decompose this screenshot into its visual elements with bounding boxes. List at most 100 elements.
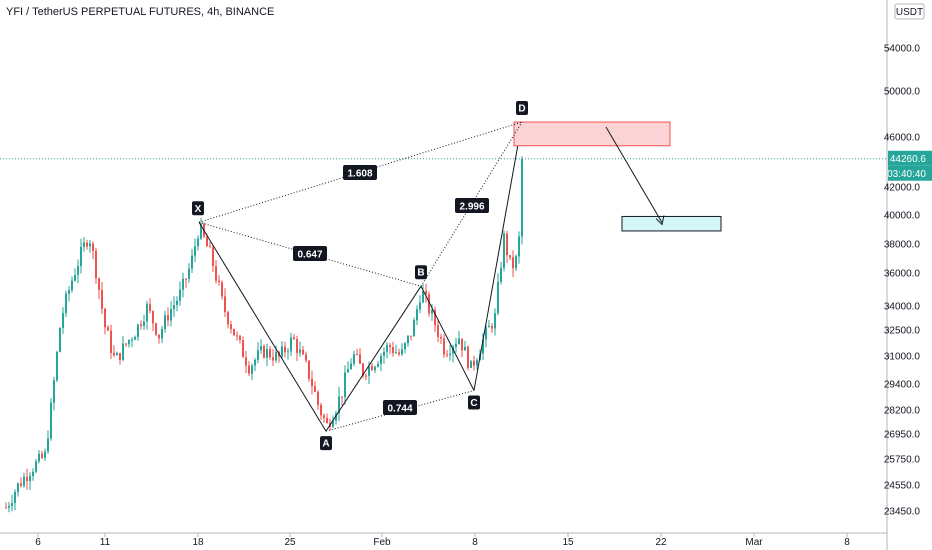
candle xyxy=(92,241,94,260)
candle xyxy=(434,306,436,333)
candle xyxy=(107,325,109,331)
svg-text:A: A xyxy=(322,439,329,450)
y-tick-label: 50000.0 xyxy=(884,87,921,98)
candle xyxy=(260,339,262,354)
candle xyxy=(308,360,310,382)
point-label-a: A xyxy=(320,436,332,451)
projection-arrow xyxy=(605,126,663,223)
candle xyxy=(287,347,289,360)
candle xyxy=(173,296,175,318)
candle xyxy=(71,276,73,293)
candle xyxy=(251,363,253,381)
y-tick-label: 26950.0 xyxy=(884,430,921,441)
candle xyxy=(299,341,301,357)
candle xyxy=(365,373,367,381)
ratio-label: 2.996 xyxy=(455,198,489,213)
y-tick-label: 29400.0 xyxy=(884,380,921,391)
candle xyxy=(191,248,193,274)
point-label-c: C xyxy=(468,395,480,410)
candle xyxy=(476,357,478,370)
candle xyxy=(68,286,70,302)
currency-selector[interactable]: USDT xyxy=(894,3,925,20)
candle xyxy=(41,450,43,460)
candle xyxy=(512,250,514,278)
pattern-leg-CD xyxy=(473,121,523,391)
candle xyxy=(371,362,373,371)
candle xyxy=(455,337,457,353)
candle xyxy=(242,336,244,358)
candle xyxy=(119,352,121,365)
y-tick-label: 40000.0 xyxy=(884,211,921,222)
candle xyxy=(158,334,160,344)
candle xyxy=(293,334,295,340)
candle xyxy=(65,290,67,318)
y-tick-label: 46000.0 xyxy=(884,133,921,144)
candle xyxy=(266,343,268,367)
candle xyxy=(323,413,325,423)
last-price-tag: 44260.6 xyxy=(888,150,932,166)
candle xyxy=(446,349,448,358)
candle xyxy=(521,156,523,245)
candle xyxy=(401,343,403,357)
candle xyxy=(5,502,7,509)
svg-text:B: B xyxy=(417,268,424,279)
point-label-d: D xyxy=(516,101,528,116)
candle xyxy=(167,307,169,327)
pattern-leg-BC xyxy=(420,285,475,391)
candle xyxy=(113,345,115,358)
ratio-label: 1.608 xyxy=(343,165,377,180)
candle xyxy=(236,331,238,341)
candle xyxy=(254,357,256,371)
candle xyxy=(80,238,82,274)
candle xyxy=(359,348,361,364)
take-profit-zone[interactable] xyxy=(621,215,722,232)
candle xyxy=(56,350,58,383)
candle xyxy=(74,268,76,282)
candle xyxy=(248,360,250,377)
candle xyxy=(83,236,85,252)
svg-text:44260.6: 44260.6 xyxy=(890,154,927,165)
svg-text:C: C xyxy=(470,398,477,409)
candle xyxy=(383,347,385,364)
ratio-label: 0.744 xyxy=(383,400,417,415)
candle xyxy=(380,353,382,372)
candle xyxy=(185,277,187,289)
candle xyxy=(149,298,151,314)
candle xyxy=(485,324,487,348)
candle xyxy=(464,341,466,351)
candle xyxy=(332,415,334,428)
svg-text:D: D xyxy=(518,104,525,115)
point-label-x: X xyxy=(192,201,204,216)
candle xyxy=(344,365,346,405)
candle xyxy=(197,235,199,251)
y-tick-label: 38000.0 xyxy=(884,240,921,251)
y-tick-label: 54000.0 xyxy=(884,44,921,55)
candles-layer xyxy=(0,156,887,513)
candle xyxy=(227,310,229,329)
candle xyxy=(311,370,313,395)
candle xyxy=(23,472,25,488)
candle xyxy=(89,240,91,253)
target-zone[interactable] xyxy=(513,121,671,147)
candle xyxy=(509,255,511,261)
candle xyxy=(104,307,106,335)
y-tick-label: 25750.0 xyxy=(884,455,921,466)
candle xyxy=(419,295,421,314)
candle xyxy=(20,477,22,488)
svg-text:03:40:40: 03:40:40 xyxy=(887,169,926,180)
candle xyxy=(143,314,145,330)
candle xyxy=(8,501,10,513)
x-tick-label: Mar xyxy=(745,537,763,548)
projection-arrowhead xyxy=(655,215,665,226)
candle xyxy=(407,335,409,347)
candle xyxy=(122,336,124,362)
x-tick-label: 8 xyxy=(472,537,478,548)
harmonic-pattern-layer: 1.608 0.647 2.996 0.744 X A B C D xyxy=(192,101,722,451)
candle xyxy=(239,334,241,344)
candle xyxy=(125,343,127,347)
candle xyxy=(494,308,496,336)
candle xyxy=(458,331,460,345)
candle xyxy=(35,458,37,474)
candle xyxy=(497,273,499,316)
